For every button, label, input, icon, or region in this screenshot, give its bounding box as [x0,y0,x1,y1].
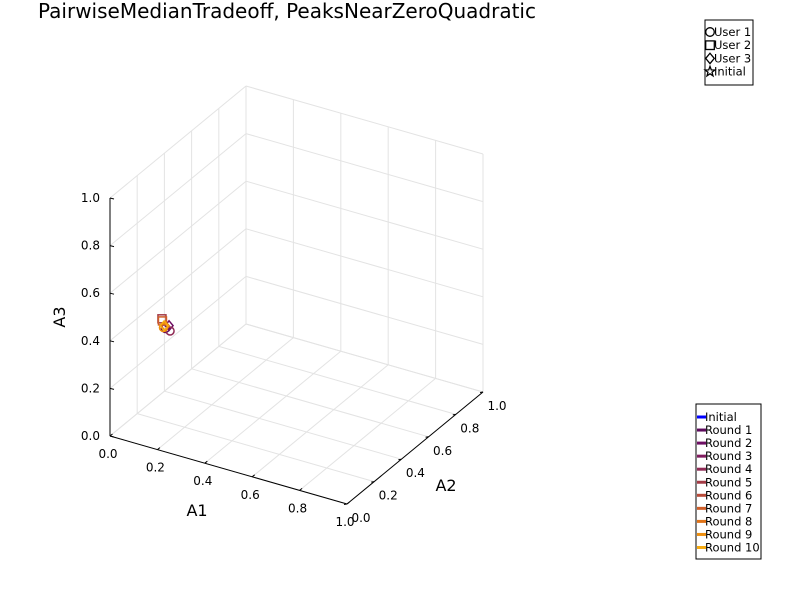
z-tick [109,197,115,200]
grid-line [191,368,429,438]
grid-line [109,323,247,437]
data-points [157,314,175,336]
circle-legend-icon [705,27,715,37]
round-legend-label: Round 10 [705,541,760,555]
x-tick [346,501,350,505]
round-legend-box [695,403,762,560]
z-axis-label: A3 [50,306,69,327]
x-tick [204,460,208,464]
marker-legend-label: Initial [714,65,746,79]
x-tick [157,447,161,450]
grid-line [218,345,456,415]
axes: 0.0 0.0 0.0 0.2 0.2 0.2 0.4 0.4 0.4 0.6 0.6 0.6 0.8 0… [50,191,507,529]
y-tick-label: 0.4 [406,466,425,480]
x-axis-label: A1 [186,501,207,520]
y-tick [479,391,484,393]
z-tick-label: 0.8 [81,239,100,253]
square-legend-icon [705,40,715,51]
y-axis-line [346,391,484,505]
grid-line [245,85,484,155]
grid-line [109,180,247,294]
x-tick-label: 0.4 [193,474,212,488]
grid [109,85,484,505]
data-point-user-3 [159,319,170,332]
z-tick-label: 1.0 [81,191,100,205]
y-tick-label: 0.0 [351,511,370,525]
round-legend-label: Round 7 [705,501,752,515]
grid-line [109,133,247,246]
grid-line [251,364,389,478]
grid-line [245,323,484,393]
round-legend-label: Round 1 [705,423,752,437]
y-tick [343,503,348,505]
round-legend-label: Initial [705,410,737,424]
round-legend-label: Round 9 [705,527,752,541]
z-tick [109,245,115,248]
chart-title: PairwiseMedianTradeoff, PeaksNearZeroQua… [38,0,536,23]
x-tick-label: 0.0 [98,447,117,461]
y-tick-label: 0.6 [433,444,452,458]
marker-legend-label: User 2 [714,38,751,52]
grid-line [157,337,294,450]
z-tick [109,435,115,438]
grid-line [245,133,484,203]
grid-line [109,85,247,199]
grid-line [137,413,375,483]
y-tick [452,413,456,416]
x-tick [251,474,256,478]
grid-line [164,390,402,460]
round-legend-label: Round 6 [705,488,752,502]
z-tick-label: 0.0 [81,429,100,443]
x-tick-label: 0.6 [241,488,260,502]
z-tick [109,292,115,295]
y-tick-label: 0.2 [379,489,398,503]
x-tick-label: 0.8 [288,501,307,515]
y-axis-label: A2 [435,476,456,495]
y-tick-label: 0.8 [460,421,479,435]
grid-line [245,275,484,345]
x-axis-line [109,435,348,505]
round-legend-label: Round 3 [705,449,752,463]
diamond-legend-icon [704,52,716,65]
y-tick [398,458,402,461]
grid-line [109,276,247,389]
grid-line [299,378,436,491]
round-legend-label: Round 8 [705,514,752,528]
x-tick-label: 0.2 [146,461,165,475]
grid-line [204,350,342,464]
grid-line [109,228,247,342]
grid-line [245,228,484,298]
grid-line [245,180,484,250]
y-tick-label: 1.0 [487,399,506,413]
z-tick-label: 0.4 [81,334,100,348]
x-tick [299,488,303,491]
x-tick-label: 1.0 [335,515,354,529]
marker-legend-label: User 1 [714,25,751,39]
z-tick-label: 0.2 [81,381,100,395]
z-tick [109,387,115,390]
round-legend-label: Round 4 [705,462,752,476]
z-tick [109,340,115,343]
y-tick [425,436,429,438]
y-tick [371,481,375,483]
round-legend-label: Round 5 [705,475,752,489]
z-tick-label: 0.6 [81,286,100,300]
star-legend-icon [703,64,717,78]
marker-legend-label: User 3 [714,51,751,65]
round-legend-label: Round 2 [705,436,752,450]
